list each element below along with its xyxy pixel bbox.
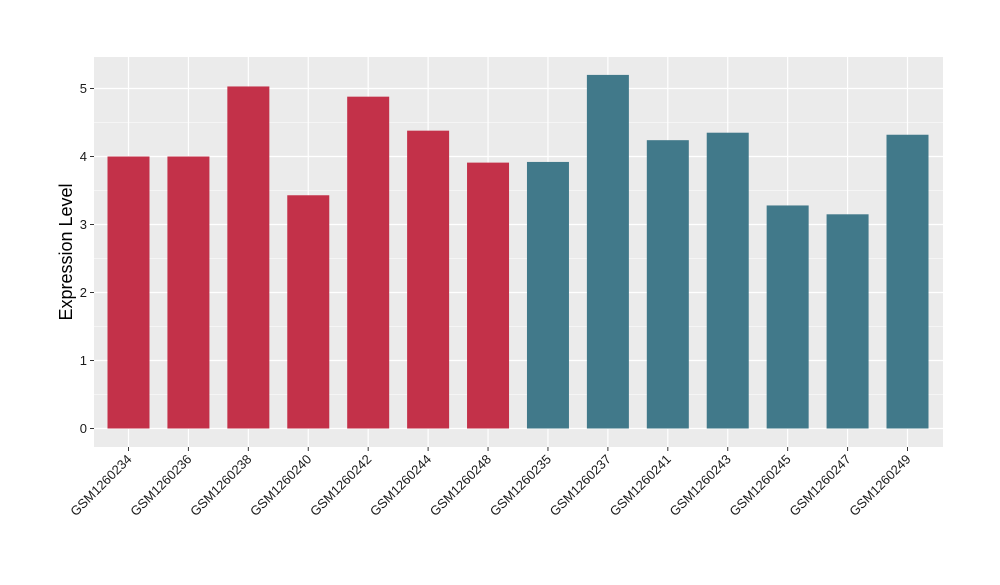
plot-panel — [94, 57, 943, 447]
bar — [766, 205, 809, 429]
bar — [467, 162, 510, 429]
bar — [586, 74, 629, 429]
y-tick-label: 2 — [80, 285, 87, 300]
bar — [287, 195, 330, 429]
bar — [886, 134, 929, 429]
bar — [706, 132, 749, 429]
bar — [107, 156, 150, 429]
y-tick-label: 1 — [80, 353, 87, 368]
bars — [107, 74, 929, 429]
bar — [167, 156, 210, 429]
y-tick-label: 0 — [80, 421, 87, 436]
bar — [526, 161, 569, 429]
y-axis: 0 1 2 3 4 5 — [80, 81, 94, 436]
y-axis-title: Expression Level — [56, 183, 76, 320]
bar — [826, 214, 869, 429]
y-tick-label: 4 — [80, 149, 87, 164]
bar — [646, 140, 689, 429]
bar — [407, 130, 450, 429]
bar — [227, 86, 270, 429]
y-tick-label: 5 — [80, 81, 87, 96]
y-tick-label: 3 — [80, 217, 87, 232]
bar — [347, 96, 390, 429]
